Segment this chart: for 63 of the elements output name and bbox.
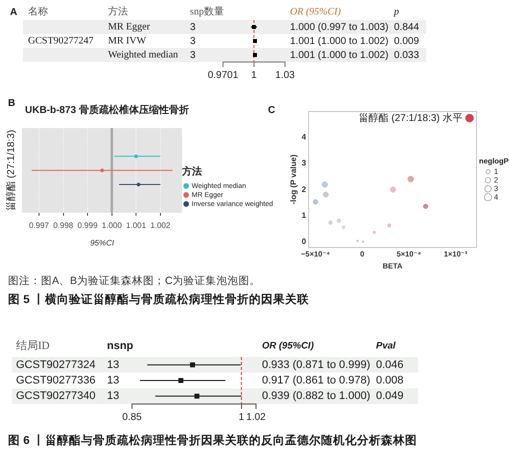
data-label: 1.001 (1.000 to 1.002) xyxy=(290,36,388,47)
x-tick-label: 0.997 xyxy=(28,220,50,230)
y-tick-label: GCST90277324 xyxy=(16,358,96,371)
x-tick-label: 1.02 xyxy=(246,412,266,423)
data-label: 0.917 (0.861 to 0.978) xyxy=(262,374,370,387)
text: 0.049 xyxy=(376,390,404,402)
data-label: 1.001 (1.000 to 1.002) xyxy=(290,50,388,61)
text: snp数量 xyxy=(190,6,224,18)
x-tick-label: 0.85 xyxy=(122,412,142,423)
y-tick-label: GCST90277340 xyxy=(16,390,96,402)
x-tick-label: 1.03 xyxy=(275,70,296,81)
annotation: 甾醇酯 (27:1/18:3) 水平 xyxy=(358,112,463,124)
text: GCST90277247 xyxy=(28,36,94,47)
x-tick-label: 1.000 xyxy=(102,220,122,230)
y-tick-label: 0 xyxy=(302,237,307,246)
text: OR (95%CI) xyxy=(290,6,342,18)
x-tick-label: 0.9701 xyxy=(208,70,239,81)
y-axis-title: 结局ID xyxy=(16,338,50,352)
y-tick-label: 2 xyxy=(302,184,307,194)
y-axis-title: 方法 xyxy=(108,6,128,18)
y-tick-label: MR IVW xyxy=(108,36,147,47)
text: 13 xyxy=(107,390,120,402)
x-tick-label: 0.998 xyxy=(53,220,74,230)
x-tick-label: 1 xyxy=(251,70,258,81)
text: 0.046 xyxy=(376,358,404,371)
text: 名称 xyxy=(28,6,48,18)
x-tick-label: 1.002 xyxy=(150,220,171,230)
text: nsnp xyxy=(107,340,134,352)
text: 0.008 xyxy=(376,374,404,387)
data-label: 0.939 (0.882 to 1.000) xyxy=(262,390,370,402)
x-tick-label: 1.001 xyxy=(126,220,147,230)
text: B xyxy=(8,98,16,109)
chart-title: UKB-b-873 骨质疏松椎体压缩性骨折 xyxy=(25,104,189,116)
text: A xyxy=(10,6,18,18)
text: Pval xyxy=(376,340,396,352)
x-axis-title: 95%CI xyxy=(90,238,115,248)
y-axis-title: 甾醇酯 (27:1/18:3) xyxy=(4,130,17,211)
text: 3 xyxy=(190,22,196,33)
text: 13 xyxy=(107,374,120,387)
text: C xyxy=(268,104,276,116)
text: 13 xyxy=(107,358,120,371)
text: 图注：图A、B为验证集森林图；C为验证集泡泡图。 xyxy=(8,274,261,288)
data-label: 0.933 (0.871 to 0.999) xyxy=(262,358,370,371)
text: OR (95%CI) xyxy=(262,340,314,352)
text: 0.844 xyxy=(394,22,420,33)
y-tick-label: GCST90277336 xyxy=(16,374,96,387)
y-tick-label: Weighted median xyxy=(108,50,178,61)
legend-title: 方法 xyxy=(181,165,202,178)
caption: 图 5 丨横向验证甾醇酯与骨质疏松病理性骨折的因果关联 xyxy=(8,292,309,307)
text: 0.033 xyxy=(394,50,420,61)
text: 0.009 xyxy=(394,36,420,47)
y-tick-label: MR Egger xyxy=(108,22,151,33)
y-tick-label: 1 xyxy=(302,210,307,220)
y-tick-label: 4 xyxy=(302,132,307,142)
y-tick-label: 3 xyxy=(302,158,307,168)
y-axis-title: -log (P value) xyxy=(289,154,298,205)
data-label: 1.000 (0.997 to 1.003) xyxy=(290,22,388,33)
x-tick-label: 1 xyxy=(238,412,245,423)
x-tick-label: 0.999 xyxy=(78,220,98,230)
text: 3 xyxy=(190,36,196,47)
caption: 图 6 丨甾醇酯与骨质疏松病理性骨折因果关联的反向孟德尔随机化分析森林图 xyxy=(8,433,417,448)
text: p xyxy=(393,6,399,18)
text: 3 xyxy=(190,50,196,61)
